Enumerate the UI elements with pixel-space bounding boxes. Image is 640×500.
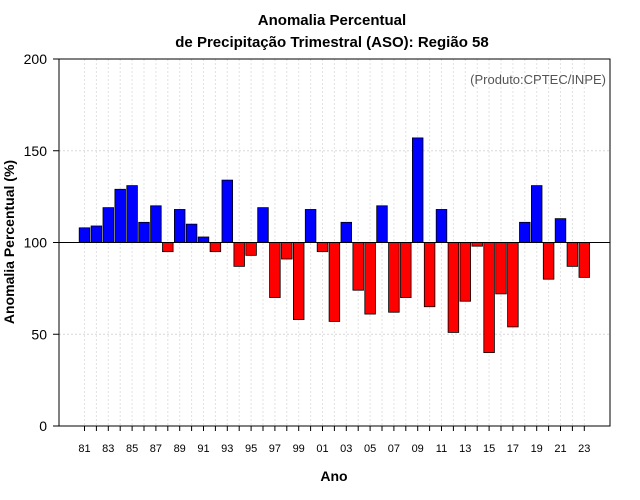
x-tick-label: 21 xyxy=(554,443,566,455)
bar-81 xyxy=(78,227,91,243)
bar-91 xyxy=(197,236,210,243)
bar-83 xyxy=(102,207,115,243)
y-tick-label: 0 xyxy=(39,418,47,434)
bar-89 xyxy=(173,209,186,243)
bar-99 xyxy=(292,242,305,320)
bar-14 xyxy=(471,242,483,247)
bar-06 xyxy=(376,205,388,243)
bar-87 xyxy=(150,205,162,243)
bar-07 xyxy=(388,242,400,313)
x-tick-label: 17 xyxy=(507,443,519,455)
bar-86 xyxy=(138,221,150,243)
x-axis: 81 83 85 87 89 91 93 95 97 99 01 03 05 07 09 11 13 15 17 19… xyxy=(78,426,590,455)
bar-98 xyxy=(281,242,293,260)
bar-97 xyxy=(269,242,281,298)
x-tick-label: 23 xyxy=(578,443,590,455)
x-tick-label: 85 xyxy=(126,443,138,455)
x-tick-label: 19 xyxy=(531,443,543,455)
x-tick-label: 93 xyxy=(221,443,233,455)
x-tick-label: 91 xyxy=(197,443,209,455)
bar-01 xyxy=(316,242,329,253)
bar-08 xyxy=(400,242,412,298)
bar-96 xyxy=(257,207,269,243)
bar-23 xyxy=(578,242,591,278)
bar-18 xyxy=(519,221,531,243)
bar-00 xyxy=(304,209,317,243)
y-tick-label: 150 xyxy=(24,143,48,159)
grid xyxy=(59,58,610,427)
x-tick-label: 95 xyxy=(245,443,257,455)
bars xyxy=(78,137,591,353)
bar-16 xyxy=(495,242,507,295)
x-tick-label: 99 xyxy=(293,443,305,455)
y-tick-label: 100 xyxy=(24,235,48,251)
x-tick-label: 87 xyxy=(150,443,162,455)
bar-13 xyxy=(459,242,472,302)
chart-title: Anomalia Percentual xyxy=(258,12,406,29)
bar-94 xyxy=(233,242,245,267)
bar-21 xyxy=(554,218,567,243)
x-tick-label: 97 xyxy=(269,443,281,455)
bar-20 xyxy=(542,242,555,280)
x-axis-label: Ano xyxy=(320,468,347,484)
bar-90 xyxy=(185,223,198,243)
x-tick-label: 13 xyxy=(459,443,471,455)
y-axis: 0 50 100 150 200 xyxy=(24,51,59,434)
y-tick-label: 50 xyxy=(31,326,47,342)
bar-03 xyxy=(340,221,353,243)
bar-15 xyxy=(483,242,495,353)
y-axis-label: Anomalia Percentual (%) xyxy=(1,160,17,324)
bar-04 xyxy=(352,242,364,291)
bar-88 xyxy=(162,242,174,253)
x-tick-label: 11 xyxy=(436,443,447,455)
bar-02 xyxy=(328,242,341,322)
x-tick-label: 15 xyxy=(483,443,495,455)
bar-85 xyxy=(126,185,138,243)
bar-95 xyxy=(245,242,257,256)
x-tick-label: 09 xyxy=(412,443,424,455)
bar-93 xyxy=(221,179,234,243)
x-tick-label: 05 xyxy=(364,443,376,455)
bar-84 xyxy=(114,188,126,243)
chart-subtitle: de Precipitação Trimestral (ASO): Região… xyxy=(175,34,488,51)
product-annotation: (Produto:CPTEC/INPE) xyxy=(470,72,606,87)
x-tick-label: 03 xyxy=(340,443,352,455)
bar-92 xyxy=(209,242,222,253)
x-tick-label: 07 xyxy=(388,443,400,455)
bar-17 xyxy=(507,242,519,328)
bar-22 xyxy=(566,242,579,267)
bar-09 xyxy=(411,137,424,243)
bar-11 xyxy=(435,209,448,243)
bar-05 xyxy=(364,242,376,315)
bar-82 xyxy=(90,225,103,243)
x-tick-label: 01 xyxy=(316,443,328,455)
y-tick-label: 200 xyxy=(24,51,48,67)
bar-10 xyxy=(423,242,436,308)
x-tick-label: 81 xyxy=(78,443,90,455)
x-tick-label: 83 xyxy=(102,443,114,455)
x-tick-label: 89 xyxy=(174,443,186,455)
bar-19 xyxy=(531,185,543,243)
bar-12 xyxy=(447,242,460,333)
